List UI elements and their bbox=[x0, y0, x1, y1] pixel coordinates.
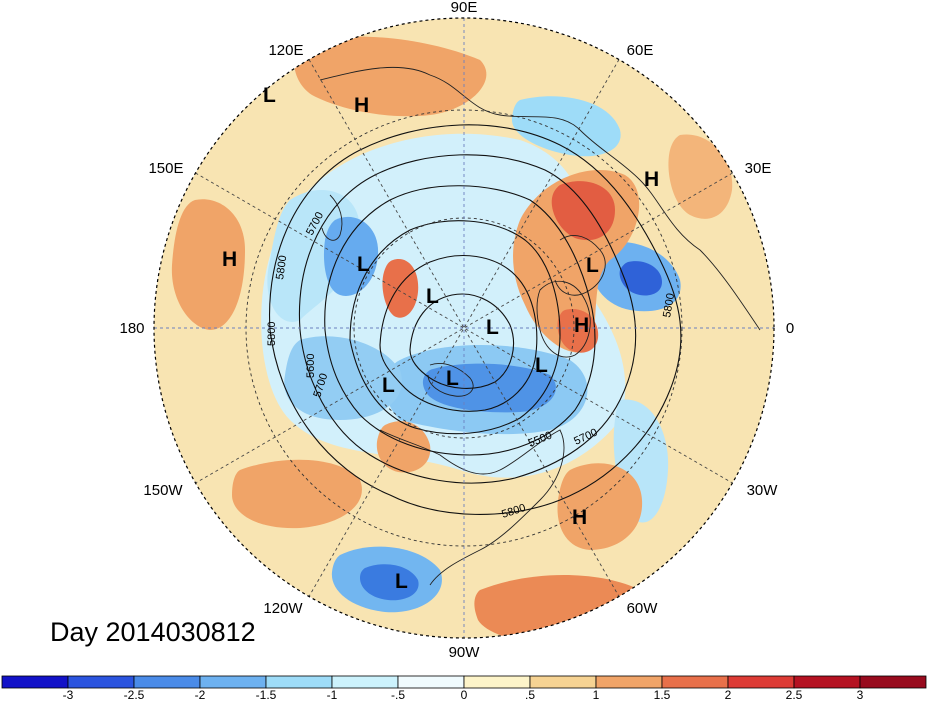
high-marker: H bbox=[644, 168, 659, 191]
colorbar-swatch bbox=[727, 675, 795, 689]
warm-northeast-siberia bbox=[294, 36, 487, 117]
colorbar-tick-label: .5 bbox=[525, 688, 535, 702]
warm-atlantic-high bbox=[557, 463, 643, 550]
low-marker: L bbox=[446, 367, 459, 390]
colorbar-swatch bbox=[661, 675, 729, 689]
low-marker: L bbox=[486, 316, 499, 339]
low-marker: L bbox=[426, 285, 439, 308]
colorbar-swatch bbox=[133, 675, 201, 689]
cool-europe-core bbox=[619, 261, 662, 296]
colorbar-swatch bbox=[397, 675, 465, 689]
colorbar-tick-label: 0 bbox=[461, 688, 468, 702]
colorbar-tick-label: 1 bbox=[593, 688, 600, 702]
contour-5400 bbox=[379, 255, 538, 412]
colorbar-swatch bbox=[331, 675, 399, 689]
colorbar-swatch bbox=[67, 675, 135, 689]
colorbar-swatch bbox=[859, 675, 927, 689]
high-marker: H bbox=[354, 94, 369, 117]
pressure-center-markers: L H H H L L L L L H L L L H L bbox=[222, 84, 659, 593]
lon-label-120e: 120E bbox=[268, 42, 303, 59]
colorbar-tick-label: 3 bbox=[857, 688, 864, 702]
low-marker: L bbox=[395, 570, 408, 593]
meridians bbox=[154, 18, 774, 638]
high-marker: H bbox=[222, 248, 237, 271]
longitude-labels: 90E 60E 30E 0 30W 60W 90W 120W 150W 180 … bbox=[119, 0, 794, 661]
contour-label: 5800 bbox=[274, 255, 289, 281]
colorbar-swatch bbox=[199, 675, 267, 689]
coast-greenland bbox=[536, 280, 591, 358]
coast-north-america bbox=[379, 429, 565, 586]
lon-label-120w: 120W bbox=[263, 600, 303, 617]
colorbar-swatch bbox=[529, 675, 597, 689]
colorbar: -3 -2.5 -2 -1.5 -1 -.5 0 .5 1 1.5 2 2.5 3 bbox=[1, 675, 927, 702]
low-marker: L bbox=[382, 374, 395, 397]
meridian-120e bbox=[308, 59, 620, 597]
contour-label: 5800 bbox=[661, 292, 677, 318]
lon-label-0: 0 bbox=[786, 320, 794, 337]
colorbar-tick-label: -1 bbox=[327, 688, 338, 702]
warm-east-pacific bbox=[232, 459, 362, 529]
lon-label-180: 180 bbox=[119, 320, 144, 337]
contour-5300 bbox=[409, 293, 514, 389]
colorbar-swatch bbox=[595, 675, 663, 689]
colorbar-tick-label: -.5 bbox=[391, 688, 405, 702]
contour-5600 bbox=[324, 185, 596, 456]
cool-pacific-core bbox=[360, 564, 419, 601]
lon-label-150w: 150W bbox=[143, 482, 183, 499]
colorbar-swatch bbox=[793, 675, 861, 689]
contour-5700 bbox=[298, 154, 637, 484]
meridian-30e bbox=[195, 172, 733, 484]
height-contours bbox=[268, 124, 682, 515]
lon-label-60e: 60E bbox=[627, 42, 654, 59]
cool-canada-core bbox=[422, 363, 556, 413]
meridian-150e bbox=[195, 172, 733, 484]
coast-arctic-islands bbox=[427, 363, 474, 397]
low-marker: L bbox=[535, 354, 548, 377]
colorbar-tick-label: 2 bbox=[725, 688, 732, 702]
lon-label-90w: 90W bbox=[449, 644, 481, 661]
colorbar-tick-label: 2.5 bbox=[786, 688, 803, 702]
lon-label-30e: 30E bbox=[745, 160, 772, 177]
meridian-60e bbox=[308, 59, 620, 597]
low-marker: L bbox=[586, 254, 599, 277]
warm-alaska-pocket bbox=[376, 421, 431, 473]
lon-label-30w: 30W bbox=[747, 482, 779, 499]
high-marker: H bbox=[574, 314, 589, 337]
coast-eurasia bbox=[319, 66, 761, 331]
cool-north-atlantic bbox=[511, 96, 621, 157]
warm-central-asia bbox=[668, 134, 733, 219]
low-marker: L bbox=[263, 84, 276, 107]
lon-label-90e: 90E bbox=[451, 0, 478, 16]
map-boundary bbox=[153, 17, 775, 639]
lon-label-60w: 60W bbox=[627, 600, 659, 617]
warm-siberia-spot bbox=[382, 259, 419, 318]
cool-alaska-region bbox=[284, 336, 402, 420]
high-marker: H bbox=[572, 506, 587, 529]
colorbar-tick-label: -2.5 bbox=[124, 688, 145, 702]
colorbar-swatch bbox=[463, 675, 531, 689]
contour-5800 bbox=[268, 124, 682, 515]
colorbar-tick-label: -3 bbox=[63, 688, 74, 702]
colorbar-tick-label: -1.5 bbox=[256, 688, 277, 702]
warm-west-pacific bbox=[171, 199, 245, 330]
colorbar-tick-label: -2 bbox=[195, 688, 206, 702]
lon-label-150e: 150E bbox=[148, 160, 183, 177]
low-marker: L bbox=[357, 253, 370, 276]
warm-greenland-core bbox=[557, 309, 599, 353]
contour-label: 5800 bbox=[266, 322, 278, 346]
colorbar-tick-label: 1.5 bbox=[654, 688, 671, 702]
colorbar-swatch bbox=[1, 675, 69, 689]
contour-5500 bbox=[349, 220, 561, 435]
colorbar-swatch bbox=[265, 675, 333, 689]
contour-label: 5600 bbox=[305, 354, 317, 378]
figure-title: Day 2014030812 bbox=[50, 617, 256, 647]
